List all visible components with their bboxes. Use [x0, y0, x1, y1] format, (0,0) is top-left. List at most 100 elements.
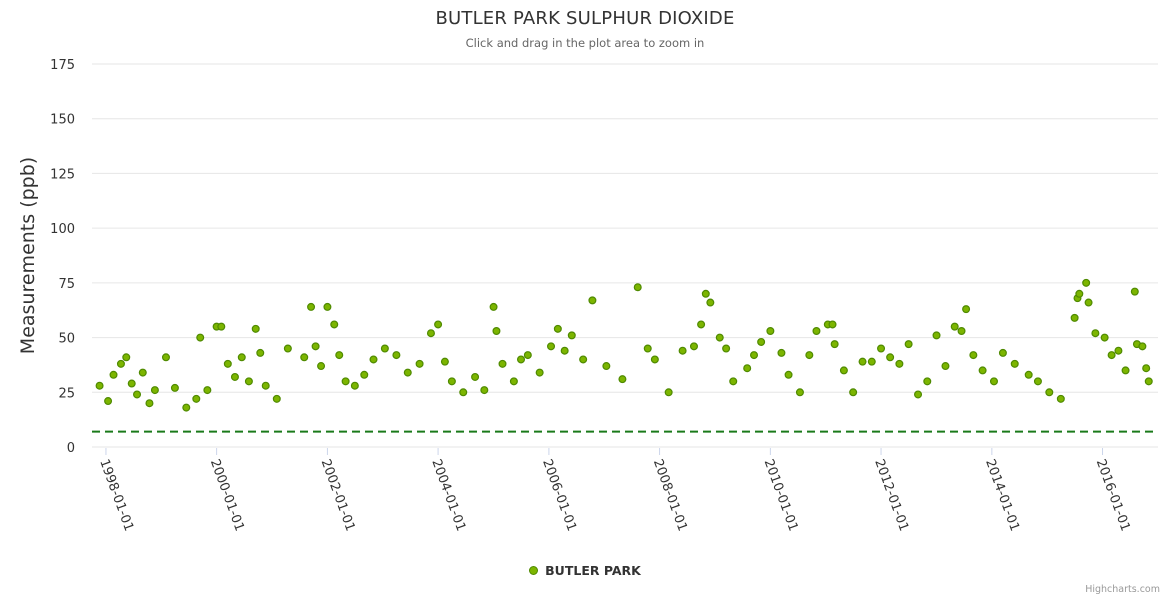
data-point[interactable] [1033, 377, 1042, 386]
data-point[interactable] [335, 351, 344, 360]
data-point[interactable] [1010, 359, 1019, 368]
data-point[interactable] [323, 302, 332, 311]
data-point[interactable] [969, 351, 978, 360]
data-point[interactable] [978, 366, 987, 375]
data-point[interactable] [116, 359, 125, 368]
data-point[interactable] [957, 327, 966, 336]
data-point[interactable] [1142, 364, 1151, 373]
data-point[interactable] [1045, 388, 1054, 397]
data-point[interactable] [360, 370, 369, 379]
data-point[interactable] [330, 320, 339, 329]
credits-link[interactable]: Highcharts.com [1085, 584, 1160, 595]
data-point[interactable] [689, 342, 698, 351]
data-point[interactable] [217, 322, 226, 331]
data-point[interactable] [459, 388, 468, 397]
data-point[interactable] [489, 302, 498, 311]
data-point[interactable] [989, 377, 998, 386]
data-point[interactable] [777, 348, 786, 357]
data-point[interactable] [664, 388, 673, 397]
data-point[interactable] [706, 298, 715, 307]
data-point[interactable] [743, 364, 752, 373]
data-point[interactable] [440, 357, 449, 366]
data-point[interactable] [109, 370, 118, 379]
data-point[interactable] [1056, 394, 1065, 403]
data-point[interactable] [1091, 329, 1100, 338]
data-point[interactable] [932, 331, 941, 340]
data-point[interactable] [560, 346, 569, 355]
data-point[interactable] [535, 368, 544, 377]
data-point[interactable] [849, 388, 858, 397]
data-point[interactable] [380, 344, 389, 353]
data-point[interactable] [1100, 333, 1109, 342]
data-point[interactable] [369, 355, 378, 364]
data-point[interactable] [547, 342, 556, 351]
data-point[interactable] [697, 320, 706, 329]
data-point[interactable] [643, 344, 652, 353]
data-point[interactable] [261, 381, 270, 390]
data-point[interactable] [434, 320, 443, 329]
data-point[interactable] [104, 397, 113, 406]
data-point[interactable] [1024, 370, 1033, 379]
data-point[interactable] [223, 359, 232, 368]
data-point[interactable] [307, 302, 316, 311]
data-point[interactable] [839, 366, 848, 375]
data-point[interactable] [311, 342, 320, 351]
data-point[interactable] [150, 386, 159, 395]
data-point[interactable] [498, 359, 507, 368]
data-point[interactable] [192, 394, 201, 403]
data-point[interactable] [1121, 366, 1130, 375]
data-point[interactable] [812, 327, 821, 336]
data-point[interactable] [886, 353, 895, 362]
data-point[interactable] [784, 370, 793, 379]
data-point[interactable] [161, 353, 170, 362]
data-point[interactable] [1084, 298, 1093, 307]
data-point[interactable] [403, 368, 412, 377]
data-point[interactable] [256, 348, 265, 357]
data-point[interactable] [127, 379, 136, 388]
data-point[interactable] [998, 348, 1007, 357]
data-point[interactable] [203, 386, 212, 395]
data-point[interactable] [722, 344, 731, 353]
data-point[interactable] [877, 344, 886, 353]
data-point[interactable] [471, 372, 480, 381]
data-point[interactable] [750, 351, 759, 360]
data-point[interactable] [588, 296, 597, 305]
data-point[interactable] [138, 368, 147, 377]
data-point[interactable] [182, 403, 191, 412]
data-point[interactable] [867, 357, 876, 366]
data-point[interactable] [283, 344, 292, 353]
data-point[interactable] [1070, 313, 1079, 322]
data-point[interactable] [805, 351, 814, 360]
data-point[interactable] [415, 359, 424, 368]
data-point[interactable] [1107, 351, 1116, 360]
data-point[interactable] [962, 305, 971, 314]
data-point[interactable] [426, 329, 435, 338]
data-point[interactable] [133, 390, 142, 399]
data-point[interactable] [350, 381, 359, 390]
data-point[interactable] [757, 337, 766, 346]
data-point[interactable] [517, 355, 526, 364]
data-point[interactable] [828, 320, 837, 329]
data-point[interactable] [858, 357, 867, 366]
data-point[interactable] [1114, 346, 1123, 355]
data-point[interactable] [122, 353, 131, 362]
data-point[interactable] [447, 377, 456, 386]
data-point[interactable] [230, 372, 239, 381]
series-butler-park[interactable] [95, 278, 1153, 412]
data-point[interactable] [392, 351, 401, 360]
data-point[interactable] [830, 340, 839, 349]
data-point[interactable] [602, 362, 611, 371]
data-point[interactable] [1144, 377, 1153, 386]
data-point[interactable] [251, 324, 260, 333]
data-point[interactable] [1082, 278, 1091, 287]
data-point[interactable] [196, 333, 205, 342]
data-point[interactable] [317, 362, 326, 371]
legend-item-butler-park[interactable]: BUTLER PARK [529, 563, 641, 578]
data-point[interactable] [237, 353, 246, 362]
data-point[interactable] [1138, 342, 1147, 351]
data-point[interactable] [895, 359, 904, 368]
data-point[interactable] [795, 388, 804, 397]
data-point[interactable] [272, 394, 281, 403]
data-point[interactable] [729, 377, 738, 386]
